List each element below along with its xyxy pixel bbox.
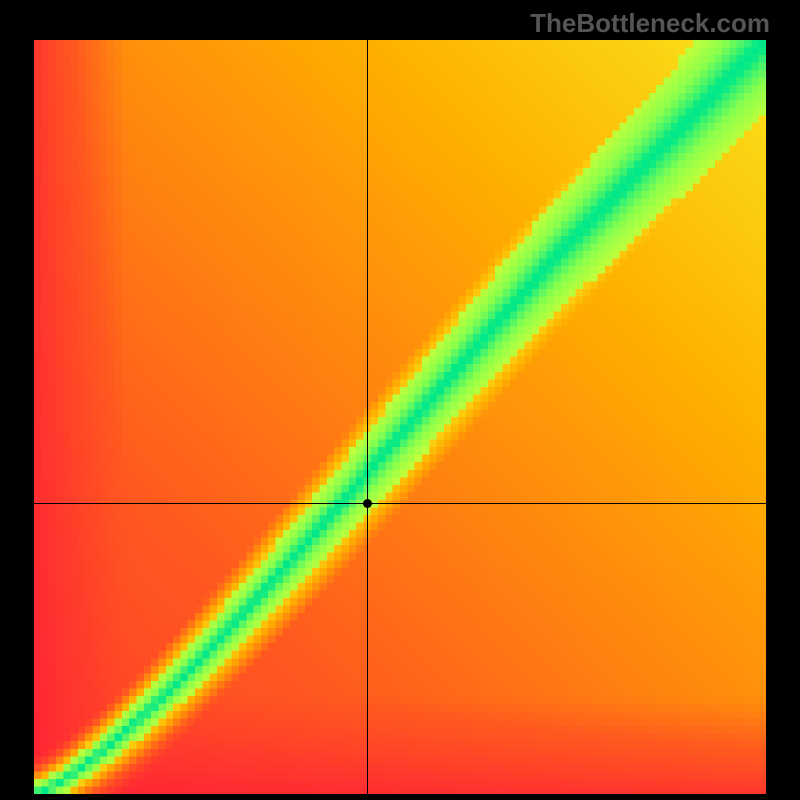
selection-marker: [363, 499, 372, 508]
watermark-text: TheBottleneck.com: [530, 8, 770, 39]
bottleneck-heatmap: [34, 40, 766, 794]
chart-container: TheBottleneck.com: [0, 0, 800, 800]
crosshair-horizontal: [34, 503, 766, 504]
crosshair-vertical: [367, 40, 368, 794]
